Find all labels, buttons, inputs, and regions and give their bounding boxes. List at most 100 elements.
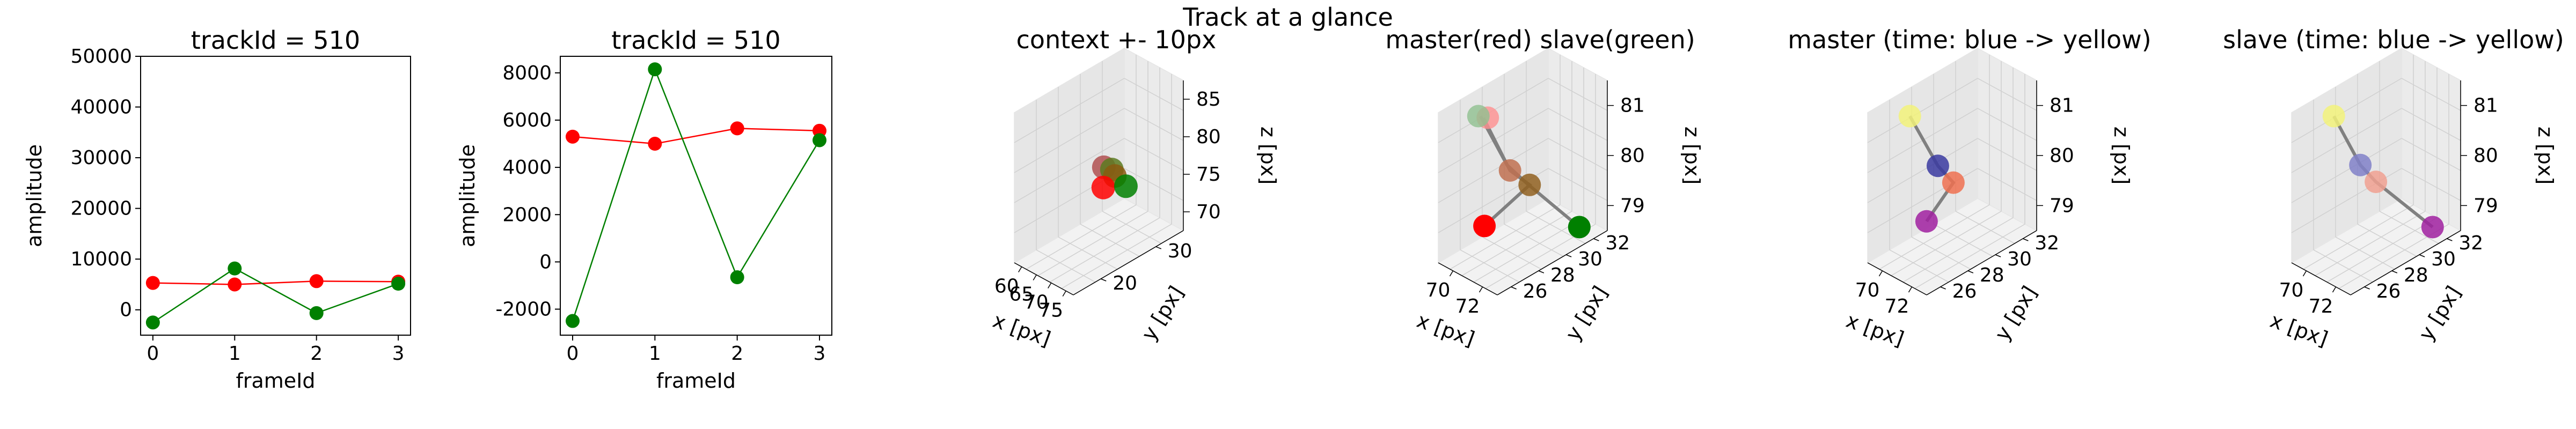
y-tick-label: 40000 bbox=[70, 97, 132, 119]
side-pane bbox=[1867, 47, 1978, 264]
y-tick-label: 26 bbox=[1523, 280, 1548, 302]
data-point bbox=[730, 270, 744, 285]
y-tick-label: 30000 bbox=[70, 147, 132, 169]
grid-line bbox=[1080, 224, 1140, 257]
axes-frame bbox=[560, 56, 832, 336]
track-line bbox=[2332, 115, 2434, 228]
x-tick bbox=[1449, 270, 1454, 277]
grid-line bbox=[1124, 168, 1184, 201]
data-point bbox=[309, 306, 324, 320]
x-tick bbox=[1062, 291, 1066, 297]
y-tick-label: 10000 bbox=[70, 248, 132, 270]
y-tick bbox=[1995, 254, 2001, 257]
grid-line bbox=[1461, 211, 1572, 276]
back-pane bbox=[1548, 47, 1608, 232]
y-tick bbox=[2419, 254, 2425, 257]
back-pane bbox=[1977, 47, 2037, 232]
z-tick-label: 80 bbox=[1196, 126, 1221, 148]
y-tick-label: -2000 bbox=[495, 299, 552, 321]
y-tick-label: 26 bbox=[2376, 280, 2401, 302]
grid-line bbox=[1526, 211, 1586, 244]
x-tick bbox=[1878, 270, 1883, 277]
y-tick-label: 0 bbox=[120, 299, 132, 321]
grid-line bbox=[2326, 217, 2438, 283]
suptitle: Track at a glance bbox=[1182, 3, 1393, 32]
scatter-point bbox=[1898, 105, 1921, 128]
scatter-point bbox=[1091, 175, 1115, 199]
grid-line bbox=[1902, 217, 2014, 283]
grid-line bbox=[1014, 108, 1125, 173]
x-tick-label: 72 bbox=[2309, 295, 2333, 317]
y-tick-label: 30 bbox=[2007, 248, 2032, 270]
y-tick-label: 6000 bbox=[502, 109, 552, 131]
x-tick-label: 3 bbox=[814, 343, 826, 365]
chart-title: master (time: blue -> yellow) bbox=[1788, 25, 2151, 54]
x-tick bbox=[1908, 286, 1913, 293]
grid-line bbox=[1955, 211, 2015, 244]
grid-line bbox=[1889, 249, 1949, 283]
grid-line bbox=[1548, 168, 1608, 201]
grid-line bbox=[2357, 224, 2417, 257]
scatter-point bbox=[1915, 210, 1938, 233]
data-point bbox=[566, 314, 580, 328]
grid-line bbox=[1058, 236, 1118, 270]
x-tick bbox=[1048, 283, 1052, 289]
grid-line bbox=[2335, 236, 2395, 270]
y-axis-label: amplitude bbox=[23, 144, 46, 247]
grid-line bbox=[1061, 224, 1172, 289]
axes-frame bbox=[140, 56, 411, 336]
y-tick-label: 32 bbox=[1605, 232, 1630, 254]
x-tick bbox=[1479, 286, 1483, 293]
grid-line bbox=[1977, 138, 2037, 171]
chart-title: trackId = 510 bbox=[611, 26, 780, 55]
y-tick-label: 28 bbox=[1550, 264, 1575, 286]
x-tick-label: 1 bbox=[229, 343, 241, 365]
z-tick-label: 81 bbox=[2473, 95, 2498, 117]
data-point bbox=[648, 62, 662, 77]
x-axis-label: frameId bbox=[656, 369, 736, 393]
z-axis-label: z [px] bbox=[1680, 127, 1704, 184]
y-tick bbox=[2391, 270, 2398, 273]
grid-line bbox=[1026, 204, 1137, 270]
data-point bbox=[228, 261, 242, 276]
x-axis-line bbox=[1014, 262, 1074, 295]
y-tick-label: 32 bbox=[2035, 232, 2059, 254]
grid-line bbox=[1049, 217, 1160, 283]
scatter-point bbox=[1518, 173, 1541, 196]
y-tick bbox=[1511, 286, 1517, 290]
x-tick-label: 60 bbox=[994, 276, 1019, 298]
grid-line bbox=[1548, 78, 1608, 111]
z-axis-label: z [px] bbox=[2110, 127, 2133, 184]
data-point bbox=[730, 121, 744, 136]
chart-title: trackId = 510 bbox=[191, 26, 360, 55]
y-tick-label: 28 bbox=[1980, 264, 2004, 286]
data-point bbox=[228, 277, 242, 292]
series-line bbox=[152, 268, 399, 323]
y-tick-label: 2000 bbox=[502, 204, 552, 226]
chart-title: master(red) slave(green) bbox=[1385, 25, 1695, 54]
amplitude-panel-right: trackId = 510 0 1 2 3 -2000 0 2000 4000 6000 8000 f… bbox=[456, 26, 832, 393]
z-tick-label: 81 bbox=[2050, 95, 2074, 117]
y-axis-line bbox=[1073, 230, 1184, 295]
y-tick-label: 26 bbox=[1952, 280, 1977, 302]
grid-line bbox=[2401, 78, 2461, 111]
x-tick bbox=[2302, 270, 2307, 277]
y-tick-label: 4000 bbox=[502, 157, 552, 179]
x-tick-label: 70 bbox=[1426, 279, 1451, 301]
grid-line bbox=[1124, 108, 1184, 141]
z-tick-label: 79 bbox=[2473, 195, 2498, 217]
y-axis-label: amplitude bbox=[456, 144, 479, 247]
y-tick-label: 32 bbox=[2458, 232, 2483, 254]
grid-line bbox=[1548, 108, 1608, 141]
grid-line bbox=[1014, 78, 1125, 143]
grid-line bbox=[1867, 138, 1978, 203]
x-axis-line bbox=[1867, 262, 1927, 295]
y-tick-label: 8000 bbox=[502, 62, 552, 84]
scatter-point bbox=[1942, 171, 1965, 194]
y-tick-label: 0 bbox=[539, 251, 552, 273]
